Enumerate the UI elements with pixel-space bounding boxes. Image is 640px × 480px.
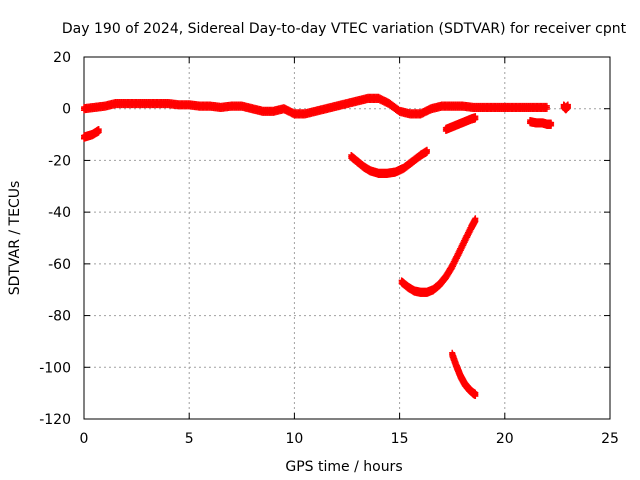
x-tick-label: 25	[601, 431, 619, 447]
data-point	[95, 129, 102, 136]
x-tick-label: 10	[285, 431, 303, 447]
series-arc-17h	[442, 113, 479, 134]
series-arc-18h	[449, 349, 479, 400]
x-tick-label: 20	[496, 431, 514, 447]
series-arc-21h	[527, 117, 555, 129]
data-points	[81, 93, 571, 400]
x-tick-label: 15	[391, 431, 409, 447]
y-axis-label: SDTVAR / TECUs	[7, 181, 23, 296]
y-tick-label: -120	[39, 412, 71, 428]
series-arc-start	[81, 126, 102, 142]
data-point	[548, 122, 555, 129]
data-point	[472, 218, 479, 225]
ticks: 20 0 -20 -40 -60 -80 -100 -120 0 5 10 15 20 25	[39, 50, 619, 447]
chart-title: Day 190 of 2024, Sidereal Day-to-day VTE…	[62, 21, 627, 37]
x-tick-label: 0	[80, 431, 89, 447]
y-tick-label: -100	[39, 360, 71, 376]
y-tick-label: 20	[53, 50, 71, 66]
data-point	[423, 149, 430, 156]
series-arc-15h	[398, 215, 479, 297]
y-tick-label: -40	[48, 205, 71, 221]
data-point	[543, 106, 550, 113]
series-main-band	[81, 93, 550, 119]
data-point	[472, 393, 479, 400]
y-tick-label: -80	[48, 309, 71, 325]
data-point	[472, 116, 479, 123]
series-arc-13h	[348, 146, 430, 178]
y-tick-label: -20	[48, 153, 71, 169]
y-tick-label: -60	[48, 257, 71, 273]
plot-frame	[83, 56, 611, 420]
y-tick-label: 0	[62, 102, 71, 118]
x-tick-label: 5	[185, 431, 194, 447]
x-axis-label: GPS time / hours	[285, 459, 402, 475]
data-point	[564, 104, 571, 111]
series-arc-late-tail	[560, 101, 571, 114]
